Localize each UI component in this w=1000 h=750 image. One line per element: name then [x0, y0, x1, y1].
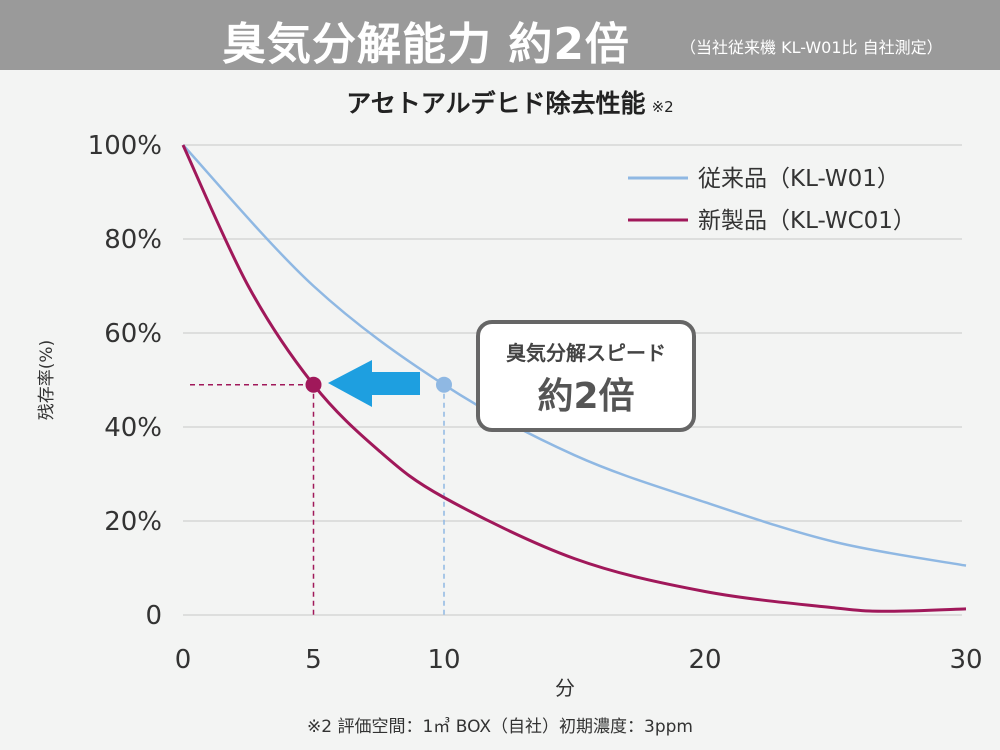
highlight-point [305, 376, 322, 393]
header-title: 臭気分解能力 約2倍 [222, 19, 630, 70]
x-tick-label: 10 [427, 645, 460, 675]
x-tick-label: 20 [688, 645, 721, 675]
legend-label-new: 新製品（KL-WC01） [698, 208, 916, 234]
left-arrow-icon [328, 360, 420, 407]
chart-title: アセトアルデヒド除去性能 ※2 [346, 89, 673, 118]
y-tick-label: 80% [104, 225, 162, 255]
x-axis-label: 分 [555, 676, 575, 700]
annotation-box: 臭気分解スピード 約2倍 [476, 320, 696, 432]
footnote: ※2 評価空間：1㎥ BOX（自社）初期濃度：3ppm [307, 717, 693, 737]
x-tick-label: 30 [949, 645, 982, 675]
x-tick-label: 0 [175, 645, 192, 675]
y-tick-label: 20% [104, 507, 162, 537]
y-tick-label: 0 [145, 601, 162, 631]
x-tick-label: 5 [305, 645, 322, 675]
header-band: 臭気分解能力 約2倍 （当社従来機 KL-W01比 自社測定） [0, 0, 1000, 70]
legend: 従来品（KL-W01） 新製品（KL-WC01） [628, 166, 916, 234]
annotation-line1: 臭気分解スピード [506, 341, 666, 365]
highlight-point [436, 376, 452, 393]
annotation-line2: 約2倍 [537, 376, 634, 417]
y-tick-label: 100% [88, 131, 162, 161]
y-axis-label: 残存率(%) [37, 340, 57, 420]
header-subtitle: （当社従来機 KL-W01比 自社測定） [680, 38, 943, 57]
series-line-new [181, 144, 967, 613]
legend-label-old: 従来品（KL-W01） [698, 166, 900, 192]
y-tick-label: 40% [104, 413, 162, 443]
series-line-old [182, 144, 967, 567]
y-tick-label: 60% [104, 319, 162, 349]
